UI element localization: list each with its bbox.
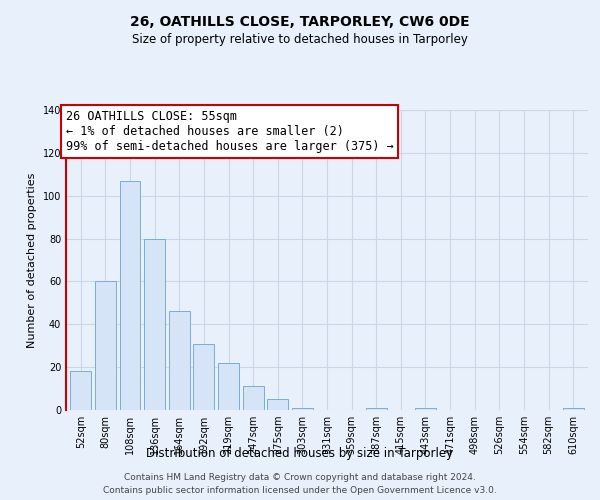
Y-axis label: Number of detached properties: Number of detached properties xyxy=(27,172,37,348)
Bar xyxy=(193,344,214,410)
Bar xyxy=(242,386,263,410)
Text: Size of property relative to detached houses in Tarporley: Size of property relative to detached ho… xyxy=(132,32,468,46)
Bar xyxy=(144,238,165,410)
Bar xyxy=(218,363,239,410)
Bar xyxy=(366,408,387,410)
Text: 26, OATHILLS CLOSE, TARPORLEY, CW6 0DE: 26, OATHILLS CLOSE, TARPORLEY, CW6 0DE xyxy=(130,15,470,29)
Bar xyxy=(292,408,313,410)
Bar xyxy=(95,282,116,410)
Bar xyxy=(169,312,190,410)
Bar xyxy=(267,400,288,410)
Text: Distribution of detached houses by size in Tarporley: Distribution of detached houses by size … xyxy=(146,448,454,460)
Bar xyxy=(563,408,584,410)
Bar xyxy=(70,372,91,410)
Bar xyxy=(415,408,436,410)
Bar xyxy=(119,180,140,410)
Text: Contains HM Land Registry data © Crown copyright and database right 2024.
Contai: Contains HM Land Registry data © Crown c… xyxy=(103,473,497,495)
Text: 26 OATHILLS CLOSE: 55sqm
← 1% of detached houses are smaller (2)
99% of semi-det: 26 OATHILLS CLOSE: 55sqm ← 1% of detache… xyxy=(66,110,394,153)
